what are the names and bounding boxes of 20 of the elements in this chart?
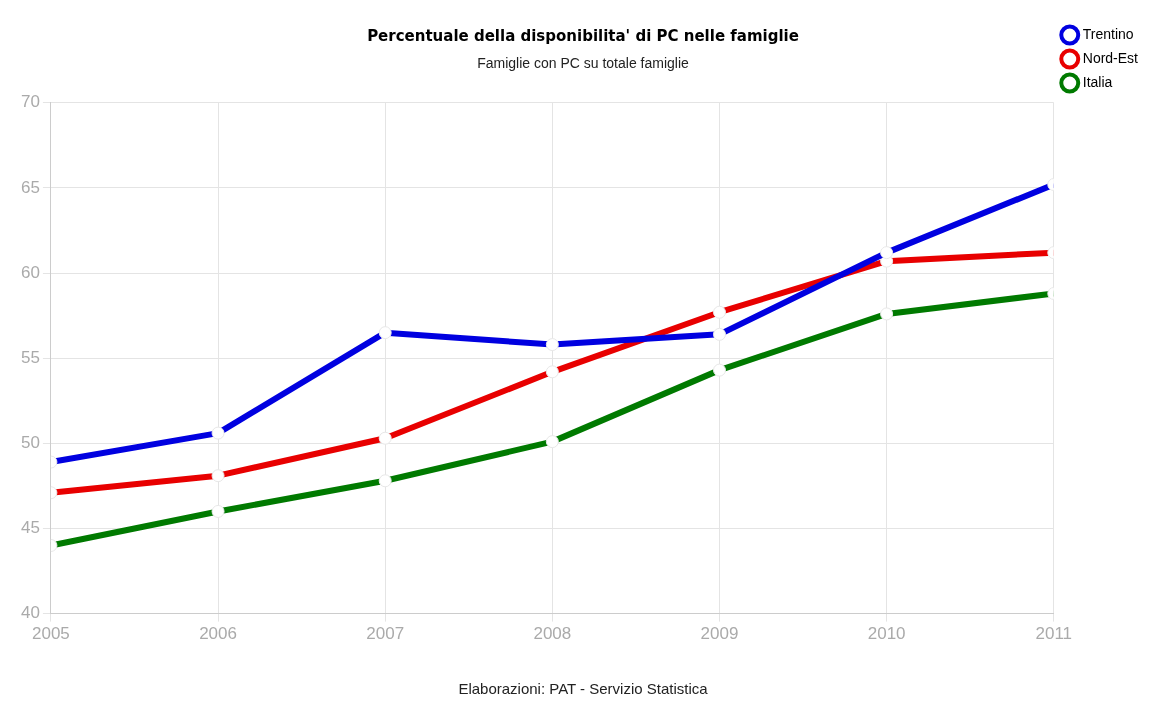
x-tick-label: 2007 — [366, 624, 405, 644]
x-tick-label: 2008 — [533, 624, 572, 644]
x-tick-label: 2006 — [199, 624, 237, 644]
chart-title: Percentuale della disponibilita' di PC nelle famiglie — [367, 26, 799, 45]
y-tick-label: 55 — [20, 347, 40, 367]
x-tick-label: 2011 — [1035, 624, 1073, 644]
legend-label: Nord-Est — [1082, 49, 1139, 66]
y-tick-label: 45 — [20, 518, 40, 538]
y-tick-label: 40 — [20, 603, 40, 623]
y-tick-label: 60 — [20, 262, 40, 282]
y-tick-label: 65 — [20, 177, 40, 197]
y-tick-label: 70 — [20, 92, 40, 112]
y-tick-label: 50 — [20, 433, 40, 453]
legend-label: Trentino — [1082, 25, 1134, 42]
text: Elaborazioni: PAT - Servizio Statistica — [458, 680, 709, 697]
x-tick-label: 2009 — [700, 624, 739, 644]
chart-subtitle: Famiglie con PC su totale famiglie — [477, 55, 690, 72]
x-tick-label: 2010 — [867, 624, 906, 644]
x-tick-label: 2005 — [32, 624, 70, 644]
legend-label: Italia — [1082, 73, 1113, 90]
